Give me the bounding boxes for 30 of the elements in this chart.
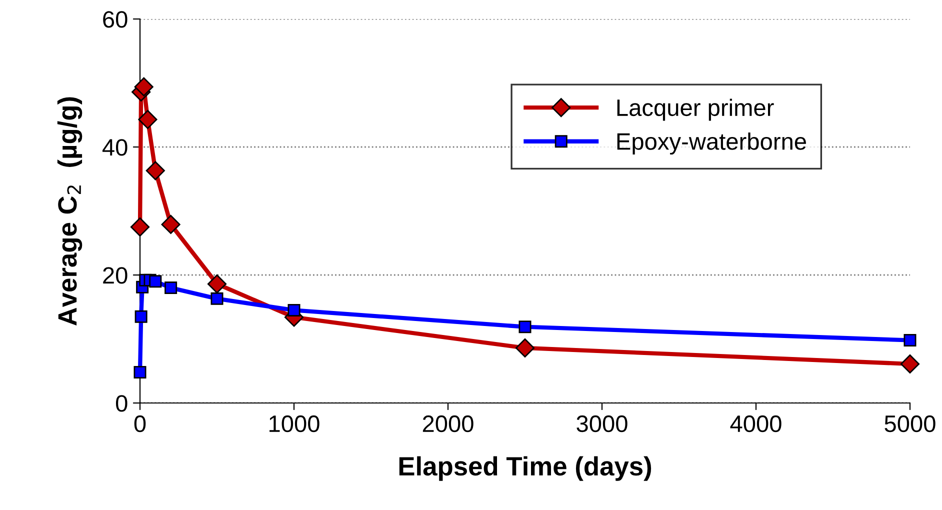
point: [164, 282, 178, 294]
point: [146, 161, 165, 180]
x-tick-label: 1000: [270, 415, 320, 432]
point: [518, 320, 532, 334]
point: [288, 304, 300, 316]
point: [207, 274, 227, 294]
y-axis-title: Average C$_{2}$ (µg/g): [57, 97, 82, 326]
y-tick-label: 60: [103, 11, 128, 28]
y-tick-label: 40: [102, 139, 128, 156]
x-tick-label: 5000: [884, 415, 936, 432]
x-axis-title: Elapsed Time (days): [399, 456, 652, 481]
point: [161, 214, 180, 234]
point: [900, 354, 920, 374]
point: [134, 366, 146, 379]
y-tick-label: 0: [116, 395, 128, 412]
point: [130, 217, 150, 237]
point: [134, 310, 148, 323]
x-tick-label: 2000: [422, 415, 474, 432]
point: [210, 292, 224, 305]
x-tick-label: 0: [134, 415, 146, 432]
point: [138, 110, 158, 130]
point: [149, 275, 162, 288]
point: [134, 77, 154, 96]
x-tick-label: 3000: [576, 415, 628, 432]
point: [904, 334, 916, 347]
y-tick-label: 20: [103, 267, 128, 284]
point: [515, 338, 535, 358]
legend-label: Lacquer primer: [617, 98, 774, 121]
legend-label: Epoxy-waterborne: [617, 132, 806, 155]
x-tick-label: 4000: [730, 415, 782, 432]
